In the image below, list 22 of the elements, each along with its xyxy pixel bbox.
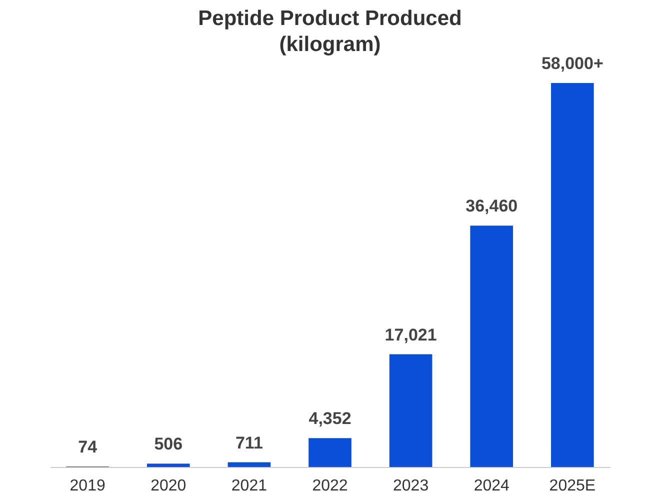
data-label: 17,021 bbox=[384, 325, 437, 344]
text: (kilogram) bbox=[279, 33, 381, 56]
x-tick-label: 2020 bbox=[150, 478, 186, 494]
bar bbox=[228, 462, 271, 467]
x-tick-label: 2022 bbox=[312, 478, 348, 494]
x-tick-label: 2025E bbox=[549, 478, 596, 494]
x-tick-label: 2023 bbox=[393, 478, 429, 494]
bar bbox=[308, 438, 352, 467]
data-label: 58,000+ bbox=[541, 54, 604, 73]
bar bbox=[551, 83, 594, 467]
x-tick-label: 2024 bbox=[474, 478, 510, 494]
bar bbox=[389, 354, 432, 467]
x-tick-label: 2019 bbox=[70, 478, 106, 494]
text: Peptide Product Produced bbox=[198, 7, 462, 30]
data-label: 36,460 bbox=[466, 196, 518, 216]
data-label: 711 bbox=[235, 433, 263, 452]
data-label: 506 bbox=[154, 434, 183, 454]
bar bbox=[146, 464, 190, 467]
data-label: 4,352 bbox=[308, 409, 352, 428]
bar bbox=[470, 226, 514, 467]
data-label: 74 bbox=[78, 438, 98, 457]
x-tick-label: 2021 bbox=[231, 478, 268, 494]
